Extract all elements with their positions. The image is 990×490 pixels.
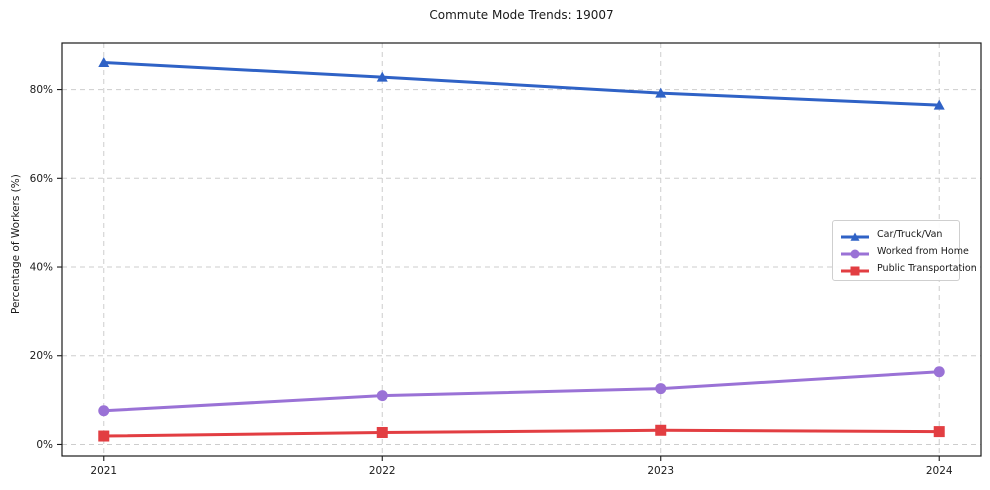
marker-square xyxy=(850,266,860,276)
marker-circle xyxy=(98,405,110,417)
marker-triangle xyxy=(376,71,388,82)
legend-label: Worked from Home xyxy=(877,245,969,257)
legend: Car/Truck/Van Worked from Home Public Tr… xyxy=(832,220,977,281)
x-tick-label: 2022 xyxy=(369,465,396,477)
axis-tick-labels: 2021 2022 2023 2024 0% 20% 40% 60% 80% xyxy=(30,84,953,477)
legend-sample-svg xyxy=(841,266,869,276)
y-tick-label: 20% xyxy=(30,350,53,362)
legend-sample-svg xyxy=(841,232,869,241)
marker-triangle xyxy=(655,87,667,98)
series-line xyxy=(102,61,941,107)
plot-border xyxy=(61,42,982,457)
series-line xyxy=(102,428,941,438)
marker-square xyxy=(655,424,667,436)
marker-square xyxy=(376,426,388,438)
marker-triangle xyxy=(933,99,945,110)
legend-sample-svg xyxy=(841,249,869,259)
legend-marker-circle-icon xyxy=(840,245,870,259)
legend-item-car-truck-van: Car/Truck/Van xyxy=(840,227,952,241)
legend-marker-square-icon xyxy=(840,262,870,276)
series-car-truck-van xyxy=(98,57,945,110)
series-public-transportation xyxy=(98,424,945,442)
y-tick-label: 0% xyxy=(36,439,53,451)
series-worked-from-home xyxy=(98,366,945,417)
marker-triangle xyxy=(850,232,860,241)
marker-square xyxy=(98,430,110,442)
y-tick-label: 40% xyxy=(30,262,53,274)
marker-triangle xyxy=(98,57,110,68)
legend-label: Public Transportation xyxy=(877,262,977,274)
legend-item-worked-from-home: Worked from Home xyxy=(840,244,969,259)
x-tick-label: 2023 xyxy=(647,465,674,477)
marker-circle xyxy=(376,390,388,402)
marker-circle xyxy=(933,366,945,378)
y-tick-label: 60% xyxy=(30,173,53,185)
legend-item-public-transportation: Public Transportation xyxy=(840,261,977,276)
axis-ticks xyxy=(57,89,940,461)
legend-label: Car/Truck/Van xyxy=(877,228,943,240)
marker-circle xyxy=(850,249,860,259)
chart-title: Commute Mode Trends: 19007 xyxy=(429,8,614,22)
legend-marker-triangle-icon xyxy=(840,228,870,241)
marker-circle xyxy=(655,383,667,395)
x-tick-label: 2024 xyxy=(926,465,953,477)
x-tick-label: 2021 xyxy=(90,465,117,477)
series-line xyxy=(102,370,941,413)
marker-square xyxy=(933,426,945,438)
y-tick-label: 80% xyxy=(30,84,53,96)
